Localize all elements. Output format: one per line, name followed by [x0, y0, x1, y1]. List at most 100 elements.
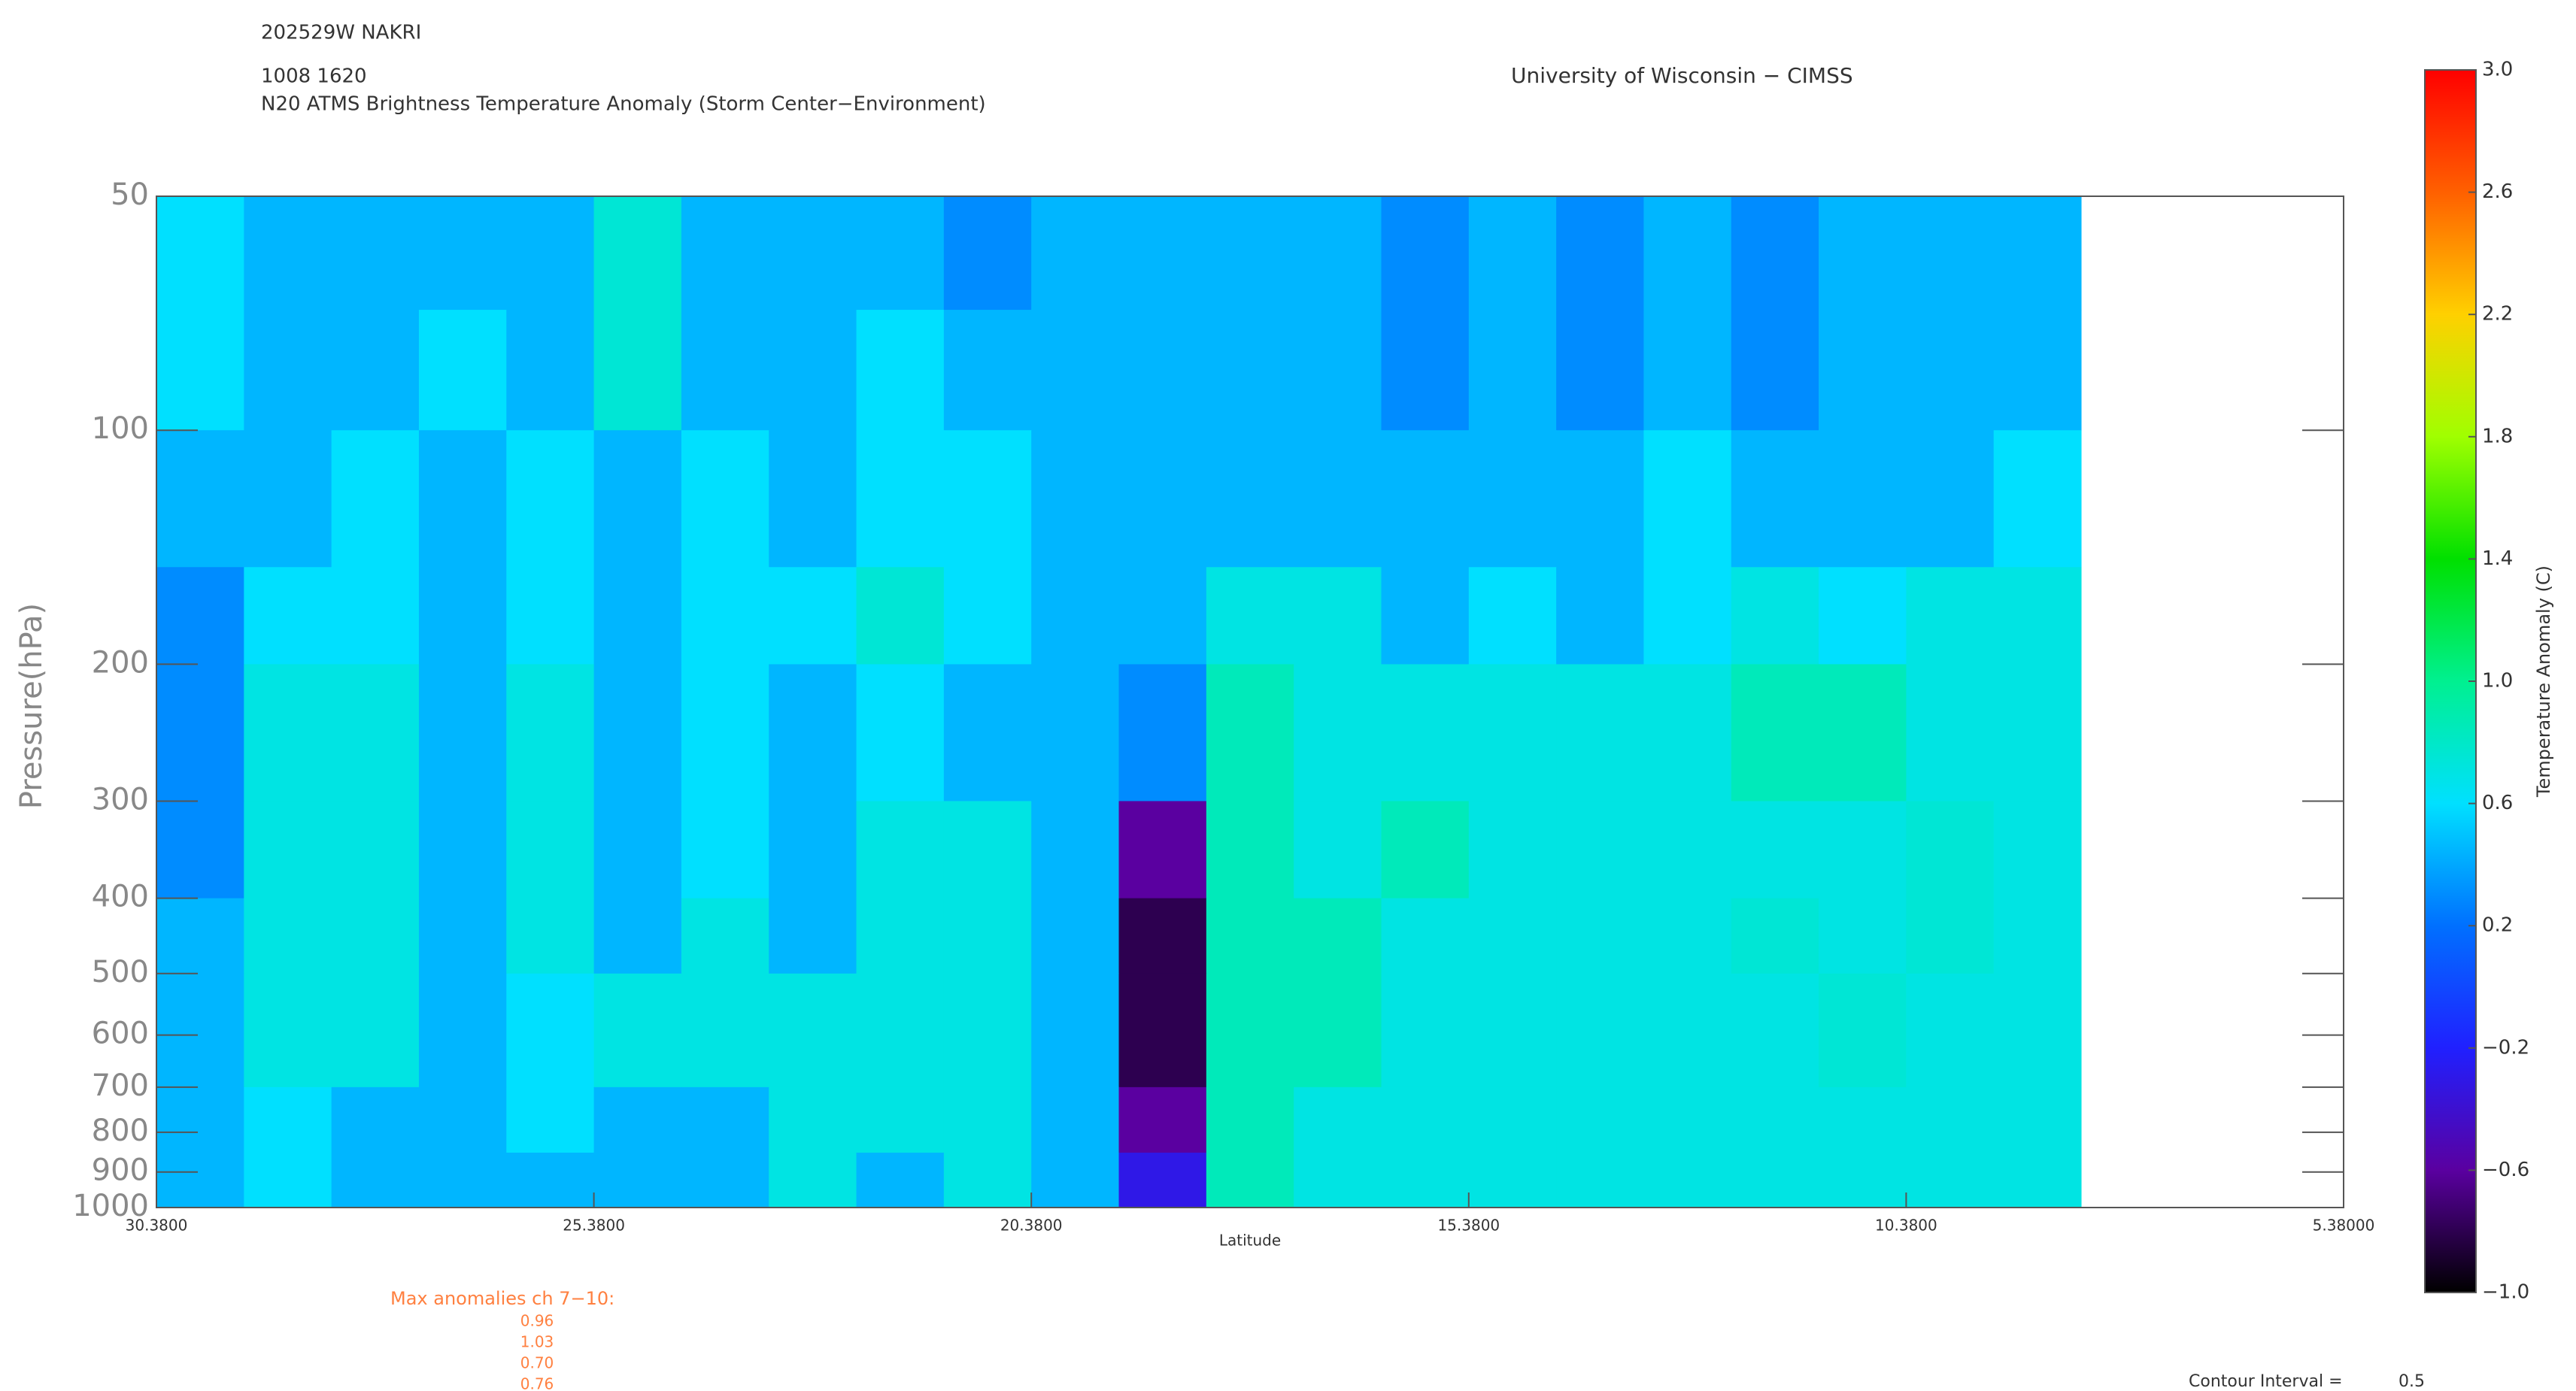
x-tick-label: 10.3800 [1875, 1217, 1937, 1235]
heatmap-cell [1906, 973, 1995, 1088]
heatmap-cell [156, 898, 244, 974]
heatmap-cell [681, 567, 769, 665]
heatmap-cell [1731, 1153, 1819, 1208]
heatmap-cell [1468, 310, 1557, 431]
heatmap-cell [1468, 1086, 1557, 1153]
heatmap-cell [769, 664, 857, 802]
heatmap-cell [1031, 430, 1120, 568]
heatmap-cell [331, 310, 420, 431]
heatmap-cell [1906, 430, 1995, 568]
heatmap-cell [1118, 973, 1207, 1088]
y-tick-label: 500 [92, 955, 149, 989]
heatmap-cell [1731, 801, 1819, 899]
heatmap-cell [506, 1153, 595, 1208]
colorbar-tick-label: 3.0 [2482, 59, 2513, 81]
heatmap-cell [331, 898, 420, 974]
heatmap-cell [1118, 310, 1207, 431]
y-tick-label: 900 [92, 1153, 149, 1188]
heatmap-cell [244, 567, 332, 665]
heatmap-cell [331, 567, 420, 665]
heatmap-cell [856, 567, 945, 665]
heatmap-cell [506, 973, 595, 1088]
heatmap-cell [1381, 196, 1470, 311]
heatmap-cell [1556, 1153, 1644, 1208]
heatmap-cell [1118, 567, 1207, 665]
heatmap-cell [1294, 1086, 1382, 1153]
heatmap-cell [1118, 430, 1207, 568]
heatmap-cell [1993, 1086, 2082, 1153]
heatmap-cell [856, 1153, 945, 1208]
heatmap-cell [1556, 973, 1644, 1088]
heatmap-cell [1118, 1086, 1207, 1153]
heatmap-cell [156, 430, 244, 568]
heatmap-cell [1294, 664, 1382, 802]
heatmap-cell [418, 801, 507, 899]
contour-interval-label: Contour Interval = [2189, 1372, 2343, 1391]
heatmap-cell [1381, 1153, 1470, 1208]
heatmap-cell [506, 196, 595, 311]
heatmap-cell [418, 664, 507, 802]
heatmap-cell [156, 664, 244, 802]
y-tick-label: 300 [92, 782, 149, 817]
heatmap-cell [156, 567, 244, 665]
heatmap-cell [1643, 898, 1732, 974]
heatmap-cell [681, 664, 769, 802]
heatmap-cell [244, 1086, 332, 1153]
heatmap-cell [681, 973, 769, 1088]
heatmap-cell [1468, 801, 1557, 899]
chart-title: N20 ATMS Brightness Temperature Anomaly … [261, 93, 986, 116]
heatmap-cell [156, 1086, 244, 1153]
heatmap-cell [1556, 430, 1644, 568]
heatmap-cell [1819, 310, 1907, 431]
heatmap-cell [1906, 567, 1995, 665]
heatmap-cell [244, 973, 332, 1088]
heatmap-cell [1819, 567, 1907, 665]
heatmap-cell [156, 196, 244, 311]
heatmap-cell [331, 973, 420, 1088]
heatmap-cell [506, 430, 595, 568]
heatmap-cell [418, 1153, 507, 1208]
heatmap-cell [1556, 664, 1644, 802]
heatmap-cell [856, 664, 945, 802]
x-tick-label: 15.3800 [1437, 1217, 1500, 1235]
heatmap-cell [593, 664, 682, 802]
heatmap-cell [943, 430, 1032, 568]
heatmap-cell [1031, 1086, 1120, 1153]
heatmap-cell [418, 1086, 507, 1153]
heatmap-cell [244, 310, 332, 431]
heatmap-cell [681, 310, 769, 431]
heatmap-cell [1031, 196, 1120, 311]
heatmap-cell [331, 664, 420, 802]
heatmap-cell [506, 310, 595, 431]
heatmap-cell [943, 567, 1032, 665]
heatmap-cell [1819, 1086, 1907, 1153]
heatmap-cell [1993, 196, 2082, 311]
heatmap-cell [1206, 801, 1294, 899]
heatmap-cell [418, 196, 507, 311]
heatmap-cell [681, 898, 769, 974]
y-axis-label: Pressure(hPa) [14, 603, 49, 809]
heatmap-cell [943, 310, 1032, 431]
heatmap-cell [1118, 801, 1207, 899]
heatmap-cell [418, 430, 507, 568]
heatmap-cell [1118, 196, 1207, 311]
heatmap-cell [1993, 430, 2082, 568]
heatmap-cell [156, 973, 244, 1088]
heatmap-cell [1906, 801, 1995, 899]
heatmap-cell [1731, 664, 1819, 802]
heatmap-cell [1643, 801, 1732, 899]
heatmap-cell [1819, 1153, 1907, 1208]
heatmap-cell [1381, 664, 1470, 802]
storm-id: 202529W NAKRI [261, 22, 421, 44]
heatmap-cell [681, 1086, 769, 1153]
heatmap-cell [418, 898, 507, 974]
heatmap-cell [769, 196, 857, 311]
heatmap-cell [1381, 1086, 1470, 1153]
heatmap-cell [418, 567, 507, 665]
heatmap-cell [1643, 1153, 1732, 1208]
heatmap-cell [244, 898, 332, 974]
heatmap-cell [593, 196, 682, 311]
heatmap-cell [943, 664, 1032, 802]
heatmap-cell [769, 1086, 857, 1153]
heatmap-cell [244, 801, 332, 899]
